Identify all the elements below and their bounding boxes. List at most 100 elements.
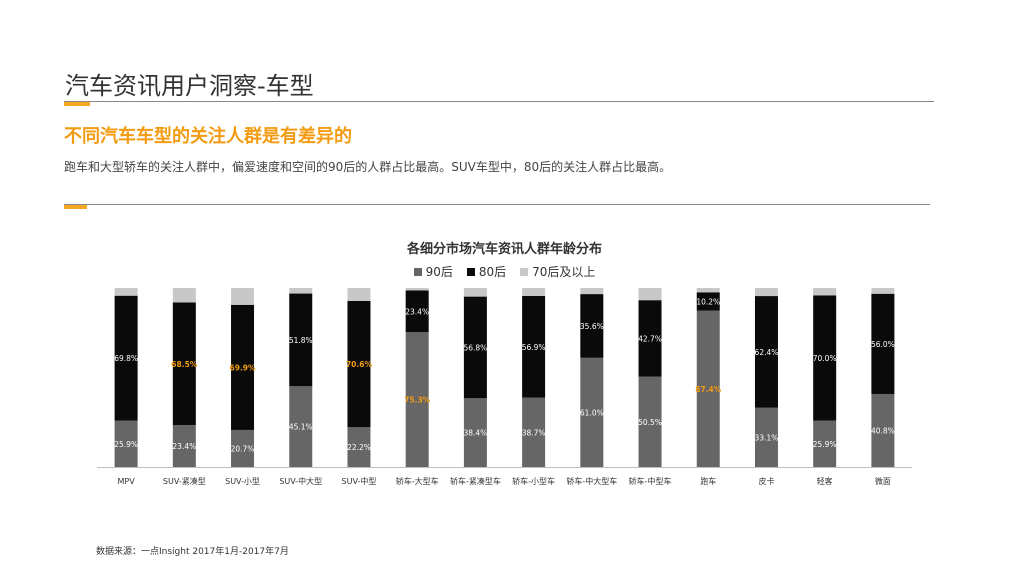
x-tick-label: SUV-紧凑型 [163,476,206,486]
x-tick-label: SUV-中型 [342,476,377,486]
data-label: 10.2% [696,297,720,306]
data-label: 69.8% [114,354,138,363]
data-label: 45.1% [289,423,313,432]
bar-segment-70 [871,288,895,294]
x-tick-label: 皮卡 [758,476,774,486]
legend-swatch-90 [413,267,422,276]
x-tick-label: 轿车-中大型车 [566,476,617,486]
bar-segment-80 [638,300,662,377]
data-label: 56.9% [522,343,546,352]
bar-segment-90 [580,357,604,467]
bar-segment-70 [405,288,429,291]
legend-item-70: 70后及以上 [520,263,595,280]
bar-segment-90 [696,310,720,467]
headline: 不同汽车车型的关注人群是有差异的 [64,126,352,147]
bar-segment-80 [347,300,371,428]
chart-title: 各细分市场汽车资讯人群年龄分布 [406,242,602,257]
x-tick-label: 轻客 [817,476,833,486]
bar-segment-70 [696,288,720,293]
bar-segment-90 [172,425,196,467]
bar-stack: 75.3% 23.4% [404,288,431,467]
data-label: 20.7% [231,444,255,453]
bar-stack: 40.8% 56.0% [871,288,895,467]
data-label: 69.9% [230,363,257,372]
data-label: 56.0% [871,340,895,349]
data-label: 68.5% [171,360,198,369]
data-label: 51.8% [289,336,313,345]
bar-segment-70 [754,288,778,297]
x-tick-label: SUV-中大型 [279,476,322,486]
data-label: 50.5% [638,418,662,427]
bar-segment-90 [231,429,255,467]
bar-stack: 25.9% 69.8% [114,288,138,467]
bar-segment-90 [289,386,313,467]
bar-segment-70 [638,288,662,301]
bar-segment-70 [813,288,837,296]
data-label: 23.4% [172,442,196,451]
bar-stack: 87.4% 10.2% [695,288,722,467]
legend-label-80: 80后 [478,265,507,279]
bar-segment-70 [231,288,255,305]
title-divider [64,101,934,102]
bar-stack: 23.4% 68.5% [171,288,198,467]
bar-stack: 22.2% 70.6% [346,288,373,467]
data-label: 87.4% [695,385,722,394]
data-label: 38.7% [522,428,546,437]
data-label: 38.4% [463,429,487,438]
bar-stack: 61.0% 35.6% [580,288,604,467]
legend-item-80: 80后 [466,263,507,280]
data-label: 25.9% [114,440,138,449]
bar-segment-90 [114,420,138,467]
legend-label-90: 90后 [425,265,453,279]
legend-swatch-70 [520,267,529,276]
bar-segment-90 [522,397,546,467]
data-label: 61.0% [580,408,604,417]
bar-segment-90 [871,393,895,467]
data-source-note: 数据来源：一点Insight 2017年1月-2017年7月 [96,547,289,557]
x-tick-label: SUV-小型 [225,477,260,486]
bar-segment-70 [289,288,313,294]
data-label: 62.4% [755,348,779,357]
x-tick-label: 轿车-大型车 [396,476,439,486]
bar-stack: 50.5% 42.7% [638,288,662,467]
data-label: 70.6% [346,360,373,369]
data-label: 42.7% [638,334,662,343]
bar-segment-80 [813,295,837,421]
bar-segment-80 [754,296,778,408]
bar-segment-80 [871,293,895,394]
bar-stack: 38.7% 56.9% [522,288,546,467]
description: 跑车和大型轿车的关注人群中，偏爱速度和空间的90后的人群占比最高。SUV车型中，… [64,160,672,174]
bar-segment-80 [114,295,138,421]
bar-stack: 45.1% 51.8% [289,288,313,467]
bar-segment-80 [696,292,720,311]
legend-item-90: 90后 [413,263,453,280]
data-label: 33.1% [755,433,779,442]
bar-segment-90 [347,427,371,467]
bar-segment-80 [231,304,255,430]
bar-segment-80 [580,294,604,358]
data-label: 40.8% [871,426,895,435]
bar-segment-90 [813,420,837,467]
bar-segment-90 [463,398,487,467]
bar-segment-80 [172,302,196,426]
x-tick-label: 轿车-紧凑型车 [450,476,501,486]
bar-segment-70 [463,288,487,297]
x-tick-label: 轿车-小型车 [512,476,555,486]
bar-segment-90 [405,332,429,467]
bar-segment-70 [114,288,138,296]
data-label: 25.9% [813,440,837,449]
bar-segment-70 [522,288,546,296]
bar-segment-70 [172,288,196,303]
bar-segment-80 [522,295,546,398]
data-label: 70.0% [813,354,837,363]
legend-label-70: 70后及以上 [532,265,596,279]
data-label: 22.2% [347,443,371,452]
bar-segment-90 [638,376,662,467]
section-divider [64,204,930,205]
x-tick-label: 跑车 [700,476,716,486]
x-tick-label: MPV [118,477,136,486]
page-title: 汽车资讯用户洞察-车型 [65,72,314,100]
bar-stack: 33.1% 62.4% [754,288,779,467]
title-accent-bar [64,102,90,106]
